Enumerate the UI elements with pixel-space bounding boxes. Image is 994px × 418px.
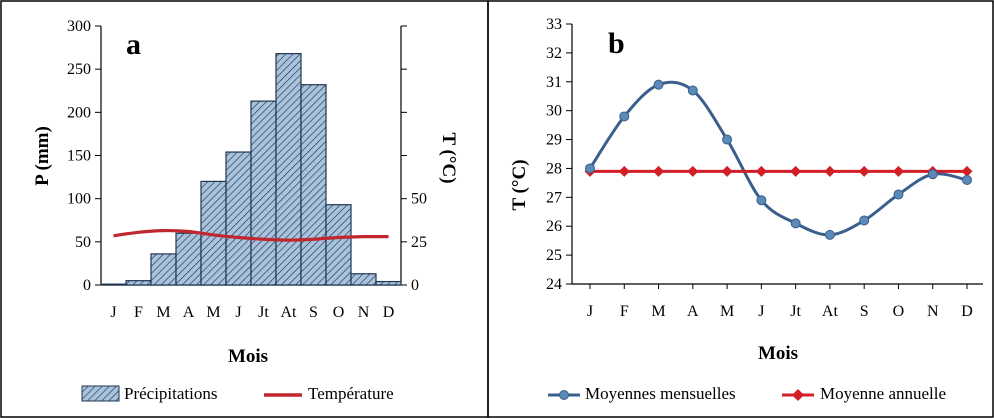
- precipitation-bar: [250, 100, 277, 286]
- precipitation-bar: [300, 84, 327, 286]
- legend-temperature-label: Température: [308, 384, 394, 403]
- panel-b-x-tick-label: N: [927, 303, 939, 320]
- precipitation-bar: [100, 283, 127, 286]
- panel-b-x-tick-label: F: [620, 303, 629, 320]
- legend-annual-marker: [792, 389, 804, 401]
- legend-annual-label: Moyenne annuelle: [820, 384, 946, 403]
- monthly-mean-point: [962, 175, 972, 185]
- monthly-mean-point: [790, 218, 801, 229]
- panel-a-x-tick-label: Jt: [258, 304, 269, 321]
- legend-monthly-marker: [559, 390, 569, 400]
- panel-a-x-tick-label: J: [110, 304, 116, 321]
- panel-a-x-tick-label: D: [383, 304, 395, 321]
- panel-a-x-axis-label: Mois: [228, 346, 268, 367]
- panel-b-y-tick-label: 28: [546, 160, 562, 177]
- monthly-mean-point: [927, 169, 938, 180]
- precipitation-bar: [175, 232, 202, 286]
- panel-b-y-tick-label: 29: [546, 132, 562, 149]
- panel-a-y-tick-label: 250: [67, 61, 91, 78]
- panel-b-label: b: [608, 27, 625, 60]
- panel-a-y-tick-label: 0: [83, 277, 91, 294]
- temperature-line: [113, 228, 389, 242]
- panel-b-x-tick-label: M: [720, 303, 734, 320]
- panel-b-y-tick-label: 30: [546, 103, 562, 120]
- annual-mean-point: [892, 165, 904, 177]
- panel-a-x-tick-label: F: [134, 304, 143, 321]
- monthly-mean-point: [619, 111, 630, 122]
- panel-a-x-tick-label: M: [206, 304, 220, 321]
- precipitation-bar: [350, 273, 377, 286]
- annual-mean-point: [721, 165, 733, 177]
- panel-b-y-tick-label: 31: [546, 74, 562, 91]
- panel-a-x-tick-label: A: [183, 304, 195, 321]
- panel-b-x-tick-label: At: [822, 303, 839, 320]
- panel-a-y-tick-label: 200: [67, 104, 91, 121]
- panel-b-x-tick-label: A: [687, 303, 699, 320]
- panel-b-x-tick-label: J: [587, 303, 593, 320]
- panel-a-y-tick-label: 150: [67, 148, 91, 165]
- panel-b-x-tick-label: Jt: [790, 303, 801, 320]
- precipitation-bar: [275, 53, 302, 286]
- precipitation-bar: [150, 253, 177, 286]
- precipitation-bar: [375, 280, 402, 286]
- legend-precipitations-label: Précipitations: [124, 384, 217, 403]
- panel-b-y-axis-label: T (°C): [509, 159, 530, 210]
- annual-mean-point: [755, 165, 767, 177]
- monthly-mean-point: [585, 163, 595, 174]
- panel-a-y2-tick-label: 50: [411, 191, 427, 208]
- panel-b-x-axis-label: Mois: [758, 343, 798, 364]
- panel-b-x-tick-label: O: [893, 303, 905, 320]
- panel-b-y-tick-label: 25: [546, 247, 562, 264]
- panel-b-frame: [487, 0, 994, 418]
- monthly-mean-point: [859, 215, 870, 226]
- panel-b-y-tick-label: 24: [546, 276, 562, 293]
- monthly-mean-point: [824, 229, 835, 240]
- panel-a-x-tick-label: At: [281, 304, 298, 321]
- annual-mean-point: [790, 165, 802, 177]
- panel-b-y-tick-label: 26: [546, 218, 562, 235]
- panel-a-y-tick-label: 50: [75, 234, 91, 251]
- panel-b: b 24 25 26 27 28 29 30 31 32 33 J F M A M J Jt At S O N D T …: [509, 16, 983, 403]
- monthly-mean-point: [722, 134, 733, 145]
- panel-b-y-tick-label: 32: [546, 45, 562, 62]
- panel-a-x-tick-label: S: [309, 304, 318, 321]
- panel-a-y-tick-label: 100: [67, 191, 91, 208]
- panel-a-y-axis-label: P (mm): [32, 126, 53, 186]
- annual-mean-point: [687, 165, 699, 177]
- panel-a-x-tick-label: N: [358, 304, 370, 321]
- panel-a-label: a: [126, 28, 141, 61]
- panel-b-x-tick-label: S: [860, 303, 869, 320]
- panel-b-x-tick-label: M: [651, 303, 665, 320]
- annual-mean-point: [824, 165, 836, 177]
- monthly-mean-point: [756, 195, 767, 206]
- annual-mean-point: [618, 165, 630, 177]
- monthly-mean-line: [588, 80, 968, 237]
- panel-a-x-tick-label: O: [333, 304, 345, 321]
- panel-a-x-tick-label: M: [156, 304, 170, 321]
- panel-b-x-tick-label: J: [758, 303, 764, 320]
- precipitation-bar: [325, 204, 352, 286]
- annual-mean-point: [858, 165, 870, 177]
- panel-b-y-tick-label: 33: [546, 16, 562, 33]
- monthly-mean-point: [687, 85, 698, 96]
- annual-mean-point: [653, 165, 665, 177]
- panel-a-y2-tick-label: 25: [411, 234, 427, 251]
- panel-a-x-tick-label: J: [235, 304, 241, 321]
- monthly-mean-point: [653, 79, 664, 90]
- panel-b-x-tick-label: D: [961, 303, 973, 320]
- panel-b-y-tick-label: 27: [546, 189, 562, 206]
- panel-a-y2-axis-label: T (°C): [438, 132, 459, 183]
- precipitation-bar: [225, 151, 252, 286]
- precipitation-bar: [125, 280, 152, 286]
- panel-a-y-tick-label: 300: [67, 18, 91, 35]
- annual-mean-point: [961, 165, 973, 177]
- monthly-mean-point: [893, 189, 904, 200]
- panel-a-y2-tick-label: 0: [411, 277, 419, 294]
- legend-monthly-label: Moyennes mensuelles: [585, 384, 736, 403]
- legend-precipitations-swatch: [81, 385, 120, 402]
